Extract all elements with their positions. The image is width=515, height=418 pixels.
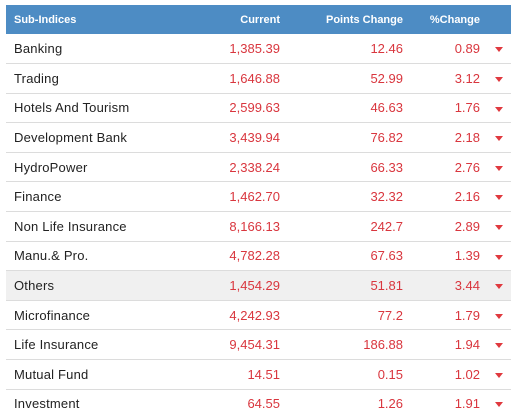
table-row[interactable]: Investment 64.55 1.26 1.91 bbox=[6, 389, 511, 418]
row-points-change: 1.26 bbox=[377, 396, 403, 412]
row-points-change: 67.63 bbox=[370, 248, 403, 264]
row-points-change: 0.15 bbox=[377, 366, 403, 382]
row-points-change: 186.88 bbox=[363, 337, 403, 353]
header-sub-indices[interactable]: Sub-Indices bbox=[14, 13, 77, 26]
row-points-change: 51.81 bbox=[370, 278, 403, 294]
row-current-value: 3,439.94 bbox=[229, 130, 280, 146]
row-sub-index-name: Manu.& Pro. bbox=[14, 248, 89, 264]
caret-down-icon bbox=[494, 106, 503, 112]
row-current-value: 2,338.24 bbox=[229, 159, 280, 175]
row-pct-change: 1.79 bbox=[454, 307, 480, 323]
row-sub-index-name: Banking bbox=[14, 41, 63, 57]
row-points-change: 46.63 bbox=[370, 100, 403, 116]
caret-down-icon bbox=[494, 195, 503, 201]
row-current-value: 1,454.29 bbox=[229, 278, 280, 294]
table-row[interactable]: Hotels And Tourism 2,599.63 46.63 1.76 bbox=[6, 93, 511, 123]
row-sub-index-name: HydroPower bbox=[14, 159, 88, 175]
row-pct-change: 1.39 bbox=[454, 248, 480, 264]
row-sub-index-name: Others bbox=[14, 278, 55, 294]
caret-down-icon bbox=[494, 224, 503, 230]
caret-down-icon bbox=[494, 165, 503, 171]
row-sub-index-name: Non Life Insurance bbox=[14, 218, 127, 234]
table-row[interactable]: Life Insurance 9,454.31 186.88 1.94 bbox=[6, 330, 511, 360]
table-row[interactable]: Manu.& Pro. 4,782.28 67.63 1.39 bbox=[6, 241, 511, 271]
row-points-change: 52.99 bbox=[370, 70, 403, 86]
row-sub-index-name: Development Bank bbox=[14, 130, 128, 146]
row-current-value: 4,242.93 bbox=[229, 307, 280, 323]
table-row[interactable]: HydroPower 2,338.24 66.33 2.76 bbox=[6, 152, 511, 182]
caret-down-icon bbox=[494, 76, 503, 82]
row-pct-change: 3.44 bbox=[454, 278, 480, 294]
table-row[interactable]: Trading 1,646.88 52.99 3.12 bbox=[6, 64, 511, 94]
row-points-change: 76.82 bbox=[370, 130, 403, 146]
row-sub-index-name: Investment bbox=[14, 396, 80, 412]
row-sub-index-name: Finance bbox=[14, 189, 62, 205]
sub-indices-table: Sub-Indices Current Points Change %Chang… bbox=[6, 5, 511, 418]
row-current-value: 64.55 bbox=[247, 396, 280, 412]
row-points-change: 12.46 bbox=[370, 41, 403, 57]
row-sub-index-name: Microfinance bbox=[14, 307, 91, 323]
table-row[interactable]: Non Life Insurance 8,166.13 242.7 2.89 bbox=[6, 212, 511, 242]
caret-down-icon bbox=[494, 313, 503, 319]
caret-down-icon bbox=[494, 47, 503, 53]
row-sub-index-name: Life Insurance bbox=[14, 337, 99, 353]
row-pct-change: 2.18 bbox=[454, 130, 480, 146]
row-pct-change: 1.91 bbox=[454, 396, 480, 412]
row-points-change: 242.7 bbox=[370, 218, 403, 234]
table-row[interactable]: Development Bank 3,439.94 76.82 2.18 bbox=[6, 123, 511, 153]
header-points-change[interactable]: Points Change bbox=[325, 13, 403, 26]
row-pct-change: 3.12 bbox=[454, 70, 480, 86]
header-trend bbox=[480, 5, 511, 34]
row-points-change: 32.32 bbox=[370, 189, 403, 205]
row-current-value: 4,782.28 bbox=[229, 248, 280, 264]
caret-down-icon bbox=[494, 372, 503, 378]
table-header-row: Sub-Indices Current Points Change %Chang… bbox=[6, 5, 511, 34]
row-current-value: 2,599.63 bbox=[229, 100, 280, 116]
row-pct-change: 2.89 bbox=[454, 218, 480, 234]
table-row[interactable]: Banking 1,385.39 12.46 0.89 bbox=[6, 34, 511, 64]
table-row[interactable]: Microfinance 4,242.93 77.2 1.79 bbox=[6, 300, 511, 330]
row-points-change: 77.2 bbox=[377, 307, 403, 323]
row-pct-change: 1.76 bbox=[454, 100, 480, 116]
row-current-value: 8,166.13 bbox=[229, 218, 280, 234]
caret-down-icon bbox=[494, 136, 503, 142]
row-current-value: 1,646.88 bbox=[229, 70, 280, 86]
row-sub-index-name: Mutual Fund bbox=[14, 366, 89, 382]
header-current[interactable]: Current bbox=[240, 13, 280, 26]
caret-down-icon bbox=[494, 254, 503, 260]
row-pct-change: 1.94 bbox=[454, 337, 480, 353]
row-current-value: 1,385.39 bbox=[229, 41, 280, 57]
row-sub-index-name: Hotels And Tourism bbox=[14, 100, 130, 116]
header-pct-change[interactable]: %Change bbox=[429, 13, 480, 26]
row-current-value: 14.51 bbox=[247, 366, 280, 382]
caret-down-icon bbox=[494, 284, 503, 290]
row-current-value: 1,462.70 bbox=[229, 189, 280, 205]
row-pct-change: 2.76 bbox=[454, 159, 480, 175]
table-row[interactable]: Finance 1,462.70 32.32 2.16 bbox=[6, 182, 511, 212]
row-pct-change: 1.02 bbox=[454, 366, 480, 382]
table-row[interactable]: Mutual Fund 14.51 0.15 1.02 bbox=[6, 360, 511, 390]
table-body: Banking 1,385.39 12.46 0.89 Trading 1,64… bbox=[6, 34, 511, 418]
row-sub-index-name: Trading bbox=[14, 70, 59, 86]
caret-down-icon bbox=[494, 402, 503, 408]
row-points-change: 66.33 bbox=[370, 159, 403, 175]
table-row-hovered[interactable]: Others 1,454.29 51.81 3.44 bbox=[6, 270, 511, 301]
row-pct-change: 0.89 bbox=[454, 41, 480, 57]
row-pct-change: 2.16 bbox=[454, 189, 480, 205]
row-current-value: 9,454.31 bbox=[229, 337, 280, 353]
caret-down-icon bbox=[494, 343, 503, 349]
